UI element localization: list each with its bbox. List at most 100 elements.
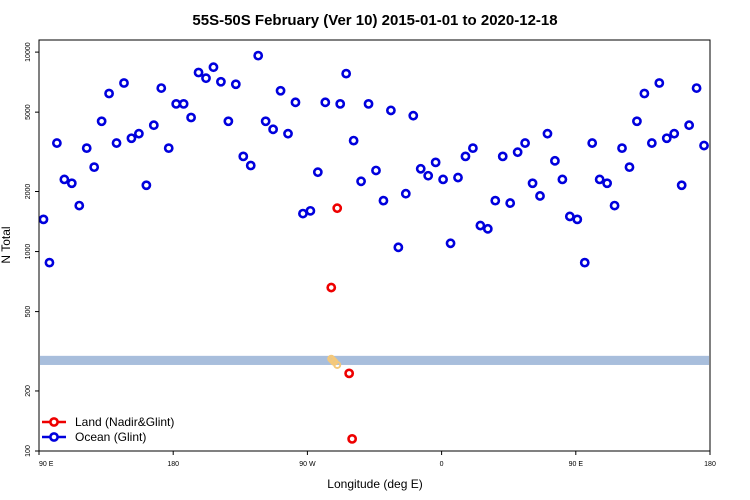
ocean-point <box>564 211 575 222</box>
y-tick-label: 100 <box>25 445 32 457</box>
ocean-point <box>587 138 598 148</box>
ocean-point <box>305 205 316 216</box>
ocean-point <box>684 120 695 131</box>
ocean-point <box>594 174 605 185</box>
ocean-point <box>676 180 687 191</box>
ocean-point <box>208 62 219 73</box>
ocean-point <box>268 124 279 135</box>
ocean-point <box>283 128 293 139</box>
ocean-point <box>400 188 411 199</box>
axis-ticks-layer: 90 E 180 90 W 0 90 E 180 100 200 500 1000 2000 5000… <box>25 42 716 468</box>
ocean-point <box>371 165 381 176</box>
ocean-point <box>134 128 144 139</box>
ocean-point <box>661 133 672 144</box>
ocean-point <box>378 195 389 206</box>
ocean-point <box>59 174 70 185</box>
ocean-point <box>38 214 49 225</box>
faint-points-layer <box>327 354 342 369</box>
plot-band-layer <box>40 355 709 365</box>
ocean-point <box>126 133 137 144</box>
ocean-point <box>602 178 613 189</box>
x-tick-label: 90 E <box>569 461 584 468</box>
x-axis-label: Longitude (deg E) <box>327 477 422 491</box>
ocean-point <box>156 83 167 93</box>
ocean-point <box>66 178 77 189</box>
ocean-point <box>178 98 189 109</box>
ocean-point <box>415 163 426 174</box>
y-axis-label: N Total <box>0 226 13 263</box>
ocean-point <box>104 88 114 99</box>
legend-marker <box>49 432 59 442</box>
y-tick-label: 200 <box>25 385 32 397</box>
ocean-point <box>482 223 493 234</box>
ocean-point <box>699 140 709 151</box>
ocean-point <box>550 155 560 166</box>
ocean-point <box>535 191 545 201</box>
legend-label: Land (Nadir&Glint) <box>75 415 174 429</box>
ocean-point <box>341 68 352 79</box>
ocean-point <box>497 151 508 162</box>
x-tick-label: 0 <box>440 461 444 468</box>
ocean-point <box>423 170 434 181</box>
ocean-point <box>363 98 374 109</box>
ocean-point <box>646 138 657 148</box>
ocean-point <box>81 143 92 154</box>
y-tick-label: 500 <box>25 306 32 318</box>
ocean-point <box>632 116 642 127</box>
ocean-point <box>579 257 590 268</box>
ocean-point <box>111 138 122 148</box>
ocean-point <box>163 143 174 154</box>
legend: Land (Nadir&Glint)Ocean (Glint) <box>42 415 174 444</box>
data-points-layer <box>38 50 709 444</box>
y-tick-label: 2000 <box>25 184 32 200</box>
ocean-point <box>438 174 448 185</box>
land-point <box>347 433 358 444</box>
ocean-point <box>141 180 152 191</box>
ocean-point <box>230 79 241 90</box>
ocean-point <box>669 128 680 139</box>
ocean-point <box>238 151 249 162</box>
ocean-point <box>393 242 404 253</box>
ocean-point <box>527 178 538 189</box>
band-region <box>40 355 709 365</box>
legend-marker <box>49 417 59 427</box>
ocean-point <box>223 116 234 127</box>
ocean-point <box>490 195 501 206</box>
faint-point <box>333 360 342 369</box>
ocean-point <box>96 116 107 127</box>
ocean-point <box>430 157 441 168</box>
ocean-point <box>298 208 308 219</box>
land-point <box>326 282 337 293</box>
plot-frame <box>38 39 711 452</box>
ocean-point <box>505 198 516 208</box>
ocean-point <box>253 50 264 61</box>
ocean-point <box>386 105 396 116</box>
ocean-point <box>260 116 271 127</box>
ocean-point <box>320 97 331 108</box>
x-tick-label: 180 <box>704 461 716 468</box>
ocean-point <box>445 238 456 249</box>
land-point <box>344 368 355 379</box>
ocean-point <box>148 120 159 131</box>
ocean-point <box>453 172 463 183</box>
ocean-point <box>475 220 486 231</box>
land-point <box>332 203 343 214</box>
ocean-point <box>520 138 531 148</box>
ocean-point <box>290 97 301 108</box>
ocean-point <box>468 143 478 154</box>
ocean-point <box>193 67 204 78</box>
ocean-point <box>512 147 523 158</box>
ocean-point <box>89 162 100 173</box>
ocean-point <box>356 176 366 187</box>
ocean-point <box>201 73 211 84</box>
ocean-point <box>617 143 627 154</box>
ocean-point <box>572 214 583 225</box>
y-tick-label: 1000 <box>25 244 32 260</box>
ocean-point <box>216 76 226 87</box>
ocean-point <box>186 112 196 123</box>
ocean-point <box>119 78 129 88</box>
ocean-point <box>312 167 323 178</box>
ocean-point <box>691 83 702 93</box>
ocean-point <box>408 110 419 121</box>
